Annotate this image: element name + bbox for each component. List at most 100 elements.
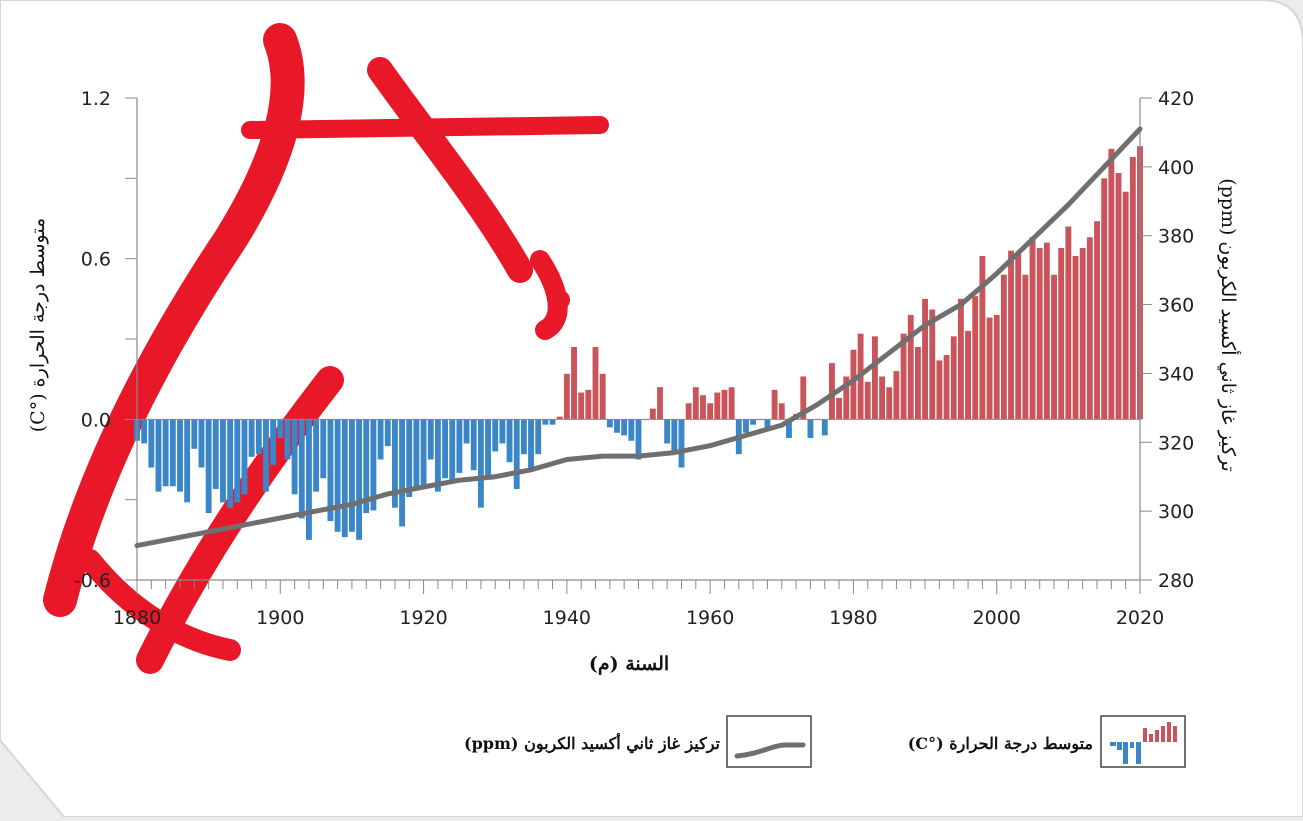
y-right-tick-label-420: 420	[1158, 88, 1194, 110]
temperature-bar-1917	[399, 419, 406, 527]
temperature-bar-1995	[957, 298, 964, 420]
temperature-bar-1976	[821, 419, 828, 436]
temperature-bar-2017	[1115, 172, 1122, 420]
temperature-bar-1941	[571, 347, 577, 420]
temperature-bar-1896	[248, 419, 255, 457]
y-left-tick-label: -0.6	[74, 570, 111, 592]
temperature-bar-1997	[972, 296, 979, 420]
axes-group: 1880 1900 1920 1940 1960 1980 2000 2020 1.2 0.6 0.…	[74, 88, 1194, 629]
temperature-bar-1895	[241, 419, 248, 495]
temperature-bar-1934	[520, 419, 527, 455]
temperature-bar-1959	[700, 395, 706, 420]
temperature-bar-1907	[327, 419, 334, 522]
temperature-bar-1891	[212, 419, 219, 489]
temperature-bar-1933	[513, 419, 520, 489]
temperature-bar-1992	[936, 360, 943, 420]
temperature-bar-1885	[169, 419, 176, 487]
temperature-bar-1942	[578, 392, 585, 420]
temperature-bar-1898	[263, 419, 269, 492]
temperature-bar-1973	[800, 376, 807, 420]
x-tick-label-1940: 1940	[543, 607, 591, 629]
y-left-tick-label: 0.6	[81, 249, 111, 271]
y-left-tick-label: 1.2	[81, 88, 111, 110]
temperature-bar-2005	[1029, 237, 1036, 420]
temperature-bar-2012	[1079, 247, 1086, 420]
temperature-bar-1963	[728, 387, 735, 420]
temperature-bar-1899	[270, 419, 277, 465]
temperature-bar-1894	[234, 419, 241, 503]
temperature-bar-2019	[1129, 156, 1136, 420]
temperature-bar-1990	[922, 298, 929, 420]
temperature-bar-1903	[298, 419, 305, 519]
legend-co2-label: تركيز غاز ثاني أكسيد الكربون (ppm)	[464, 732, 721, 754]
temperature-bar-1924	[449, 419, 456, 481]
temperature-bar-1969	[771, 389, 778, 420]
temperature-bar-2009	[1058, 247, 1065, 420]
temperature-bar-1994	[950, 336, 957, 420]
temperature-bar-2014	[1094, 221, 1100, 420]
temperature-bar-1960	[707, 403, 714, 420]
temperature-bar-1889	[198, 419, 205, 468]
temperature-bar-1957	[685, 403, 692, 420]
temperature-bar-1996	[965, 330, 971, 420]
y-right-tick-label-320: 320	[1158, 432, 1194, 454]
y-right-tick-label-400: 400	[1158, 157, 1194, 179]
temperature-bar-2003	[1015, 253, 1022, 420]
temperature-bar-1999	[986, 317, 993, 420]
temperature-bar-1938	[549, 419, 556, 425]
y-right-tick-label-340: 340	[1158, 363, 1194, 385]
temperature-bar-1905	[313, 419, 320, 492]
temperature-bar-1918	[406, 419, 413, 497]
temperature-bar-1900	[277, 419, 284, 439]
x-tick-label-1920: 1920	[399, 607, 447, 629]
temperature-bar-1998	[979, 255, 986, 420]
temperature-bar-1947	[614, 419, 620, 433]
temperature-bar-2013	[1086, 237, 1093, 420]
x-axis-title: السنة (م)	[589, 653, 669, 675]
temperature-bar-1950	[635, 419, 642, 460]
temperature-bar-1962	[721, 389, 728, 420]
temperature-bar-2000	[993, 314, 1000, 420]
y-right-tick-label-280: 280	[1158, 570, 1194, 592]
temperature-bar-1983	[871, 336, 878, 420]
temperature-bar-1956	[678, 419, 685, 468]
temperature-bar-1931	[499, 419, 506, 444]
temperature-bar-1977	[828, 363, 835, 420]
x-tick-label-1880: 1880	[113, 607, 161, 629]
temperature-bar-1989	[914, 347, 921, 420]
temperature-bar-1970	[778, 403, 785, 420]
legend-temperature-label: متوسط درجة الحرارة (°C)	[908, 734, 1093, 754]
watermark-logo	[43, 23, 609, 674]
x-tick-label-1900: 1900	[256, 607, 304, 629]
temperature-bar-1921	[427, 419, 434, 460]
temperature-bar-1943	[585, 389, 592, 420]
temperature-bar-1937	[542, 419, 549, 425]
temperature-bar-1882	[148, 419, 155, 468]
temperature-bar-1986	[893, 371, 900, 420]
temperature-bar-1906	[320, 419, 327, 479]
temperature-bar-1974	[807, 419, 814, 439]
temperature-bar-1890	[205, 419, 212, 514]
temperature-bar-1901	[284, 419, 291, 460]
temperature-bar-1958	[692, 387, 699, 420]
temperature-bar-1897	[255, 419, 262, 455]
temperature-bar-1914	[377, 419, 384, 460]
x-tick-label-1980: 1980	[829, 607, 877, 629]
x-tick-label-2000: 2000	[973, 607, 1021, 629]
temperature-bar-2004	[1022, 274, 1029, 420]
legend-temperature: متوسط درجة الحرارة (°C)	[908, 715, 1186, 768]
temperature-bar-1971	[786, 419, 792, 439]
y-right-tick-label-360: 360	[1158, 295, 1194, 317]
temperature-bar-1925	[456, 419, 463, 473]
temperature-bar-1892	[220, 419, 226, 503]
temperature-bar-1968	[764, 419, 771, 428]
temperature-bar-1939	[556, 416, 563, 420]
temperature-bar-1949	[628, 419, 635, 441]
temperature-bar-2002	[1008, 250, 1014, 420]
temperature-bar-1988	[907, 314, 914, 420]
y-axis-left-title: متوسط درجة الحرارة (°C)	[27, 218, 49, 432]
temperature-bar-1927	[470, 419, 477, 471]
temperature-bar-1910	[348, 419, 355, 532]
